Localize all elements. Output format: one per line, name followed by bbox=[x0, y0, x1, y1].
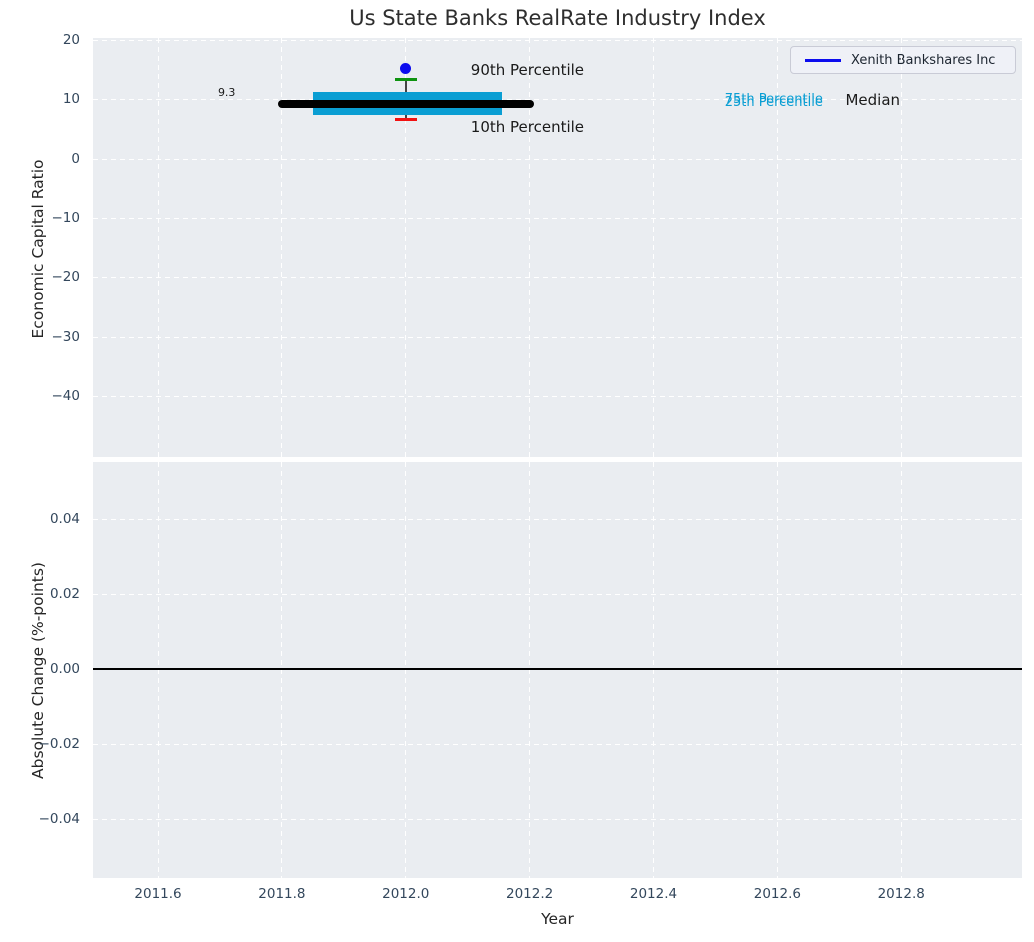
gridline bbox=[93, 593, 1022, 595]
y-tick-label: 20 bbox=[62, 31, 80, 48]
x-axis-label: Year bbox=[541, 910, 574, 928]
y-tick-label: −0.04 bbox=[38, 811, 80, 828]
y-tick-label: −0.02 bbox=[38, 736, 80, 753]
gridline bbox=[900, 38, 902, 457]
legend-line-swatch bbox=[805, 58, 841, 62]
legend: Xenith Bankshares Inc bbox=[790, 46, 1016, 74]
gridline bbox=[157, 38, 159, 457]
gridline bbox=[281, 38, 283, 457]
y-tick-label: 10 bbox=[62, 91, 80, 108]
gridline bbox=[93, 218, 1022, 219]
annotation-10th-percentile: 10th Percentile bbox=[470, 117, 585, 136]
annotation-median: Median bbox=[845, 91, 901, 110]
top-panel bbox=[93, 38, 1022, 457]
legend-label: Xenith Bankshares Inc bbox=[851, 52, 996, 68]
gridline bbox=[529, 38, 531, 457]
y-tick-label: −10 bbox=[51, 210, 81, 226]
gridline bbox=[93, 518, 1022, 520]
x-tick-label: 2012.6 bbox=[753, 886, 801, 902]
gridline bbox=[776, 38, 778, 457]
chart-title: Us State Banks RealRate Industry Index bbox=[349, 6, 766, 30]
gridline bbox=[93, 158, 1022, 160]
whisker-cap-90th bbox=[394, 78, 417, 82]
annotation-90th-percentile: 90th Percentile bbox=[470, 60, 585, 79]
gridline bbox=[405, 38, 407, 457]
y-tick-label: −30 bbox=[51, 328, 81, 345]
whisker-cap-10th bbox=[394, 117, 417, 121]
company-data-point bbox=[400, 62, 412, 74]
gridline bbox=[652, 38, 654, 457]
x-tick-label: 2012.4 bbox=[629, 886, 678, 902]
y-axis-label-top: Economic Capital Ratio bbox=[29, 159, 47, 339]
annotation-25th-percentile: 25th Percentile bbox=[724, 95, 823, 111]
x-tick-label: 2012.0 bbox=[382, 886, 430, 902]
y-tick-label: 0.02 bbox=[49, 585, 80, 602]
annotation-9-3: 9.3 bbox=[217, 85, 236, 99]
x-tick-label: 2012.8 bbox=[877, 886, 925, 902]
gridline bbox=[93, 99, 1022, 101]
gridline bbox=[93, 39, 1022, 41]
median-line bbox=[277, 99, 534, 108]
gridline bbox=[93, 744, 1022, 746]
annotation-75th-percentile: 75th Percentile bbox=[724, 91, 823, 107]
y-tick-label: 0.04 bbox=[49, 510, 80, 527]
zero-line bbox=[93, 668, 1022, 671]
y-tick-label: −20 bbox=[51, 269, 81, 286]
gridline bbox=[93, 277, 1022, 279]
y-tick-label: 0 bbox=[71, 150, 80, 167]
y-tick-label: 0.00 bbox=[49, 660, 80, 677]
x-tick-label: 2012.2 bbox=[506, 886, 554, 902]
gridline bbox=[93, 336, 1022, 338]
gridline bbox=[93, 819, 1022, 821]
x-tick-label: 2011.6 bbox=[134, 886, 182, 902]
x-tick-label: 2011.8 bbox=[258, 886, 306, 902]
gridline bbox=[93, 396, 1022, 398]
y-tick-label: −40 bbox=[51, 388, 81, 405]
